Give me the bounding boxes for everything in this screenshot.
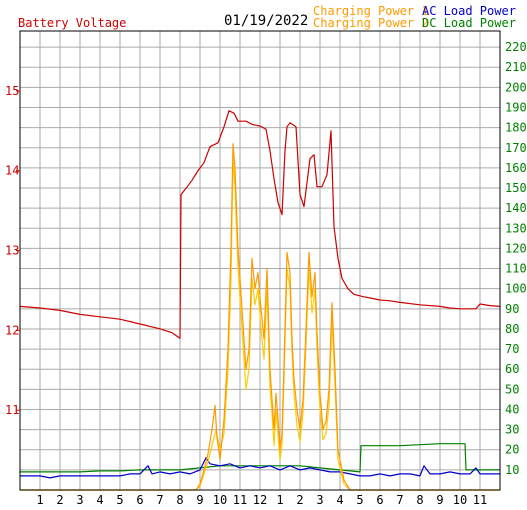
x-tick-label: 3 — [316, 493, 323, 507]
x-tick-label: 9 — [436, 493, 443, 507]
series-line-battery-voltage — [19, 110, 501, 339]
right-tick-label: 40 — [505, 402, 519, 416]
x-tick-label: 5 — [116, 493, 123, 507]
x-tick-label: 7 — [156, 493, 163, 507]
right-tick-label: 50 — [505, 382, 519, 396]
plot-frame — [19, 30, 501, 491]
x-tick-label: 10 — [213, 493, 227, 507]
right-tick-label: 120 — [505, 241, 527, 255]
right-tick-label: 90 — [505, 302, 519, 316]
right-tick-label: 110 — [505, 262, 527, 276]
right-tick-label: 130 — [505, 221, 527, 235]
x-tick-label: 1 — [276, 493, 283, 507]
x-tick-label: 2 — [56, 493, 63, 507]
x-tick-label: 12 — [253, 493, 267, 507]
right-tick-label: 180 — [505, 121, 527, 135]
right-tick-label: 70 — [505, 342, 519, 356]
right-tick-label: 160 — [505, 161, 527, 175]
x-tick-label: 3 — [76, 493, 83, 507]
right-tick-label: 190 — [505, 101, 527, 115]
right-tick-label: 10 — [505, 463, 519, 477]
x-tick-label: 4 — [96, 493, 103, 507]
left-tick-label: 11 — [5, 403, 19, 417]
x-tick-label: 8 — [416, 493, 423, 507]
x-tick-label: 9 — [196, 493, 203, 507]
legend-ac-load-power: AC Load Power — [422, 4, 516, 18]
chart-title-battery-voltage: Battery Voltage — [18, 16, 126, 30]
series-layer — [19, 110, 501, 491]
plot-border — [19, 30, 501, 491]
right-tick-label: 100 — [505, 282, 527, 296]
left-axis: 11 12 13 14 15 — [5, 84, 20, 417]
x-tick-label: 6 — [136, 493, 143, 507]
series-line-charging-power-2 — [20, 157, 500, 491]
chart-date: 01/19/2022 — [224, 13, 308, 29]
legend-charging-power-2: Charging Power 2 — [313, 16, 429, 30]
left-tick-label: 15 — [5, 84, 19, 98]
series-line-charging-power-1 — [20, 143, 500, 491]
right-axis: 10 20 30 40 50 60 70 80 90 100 110 120 130 140 150 160 1… — [505, 40, 527, 477]
right-tick-label: 60 — [505, 362, 519, 376]
series-line-ac-load-power — [20, 457, 500, 479]
right-tick-label: 30 — [505, 423, 519, 437]
legend-charging-power-1: Charging Power 1 — [313, 4, 429, 18]
x-tick-label: 11 — [233, 493, 247, 507]
x-tick-label: 2 — [296, 493, 303, 507]
left-tick-label: 14 — [5, 164, 19, 178]
right-tick-label: 80 — [505, 322, 519, 336]
x-tick-label: 7 — [396, 493, 403, 507]
right-tick-label: 220 — [505, 40, 527, 54]
right-tick-label: 200 — [505, 80, 527, 94]
left-tick-label: 13 — [5, 244, 19, 258]
x-tick-label: 10 — [453, 493, 467, 507]
x-tick-label: 8 — [176, 493, 183, 507]
x-tick-label: 11 — [473, 493, 487, 507]
right-tick-label: 140 — [505, 201, 527, 215]
x-tick-label: 5 — [356, 493, 363, 507]
right-tick-label: 20 — [505, 443, 519, 457]
x-tick-label: 6 — [376, 493, 383, 507]
legend-dc-load-power: DC Load Power — [422, 16, 516, 30]
left-tick-label: 12 — [5, 323, 19, 337]
right-tick-label: 210 — [505, 60, 527, 74]
x-tick-label: 4 — [336, 493, 343, 507]
x-axis: 1 2 3 4 5 6 7 8 9 10 11 12 1 2 3 4 5 6 7 8 9 10 11 — [36, 493, 487, 507]
x-tick-label: 1 — [36, 493, 43, 507]
right-tick-label: 170 — [505, 141, 527, 155]
right-tick-label: 150 — [505, 181, 527, 195]
grid — [20, 31, 500, 490]
